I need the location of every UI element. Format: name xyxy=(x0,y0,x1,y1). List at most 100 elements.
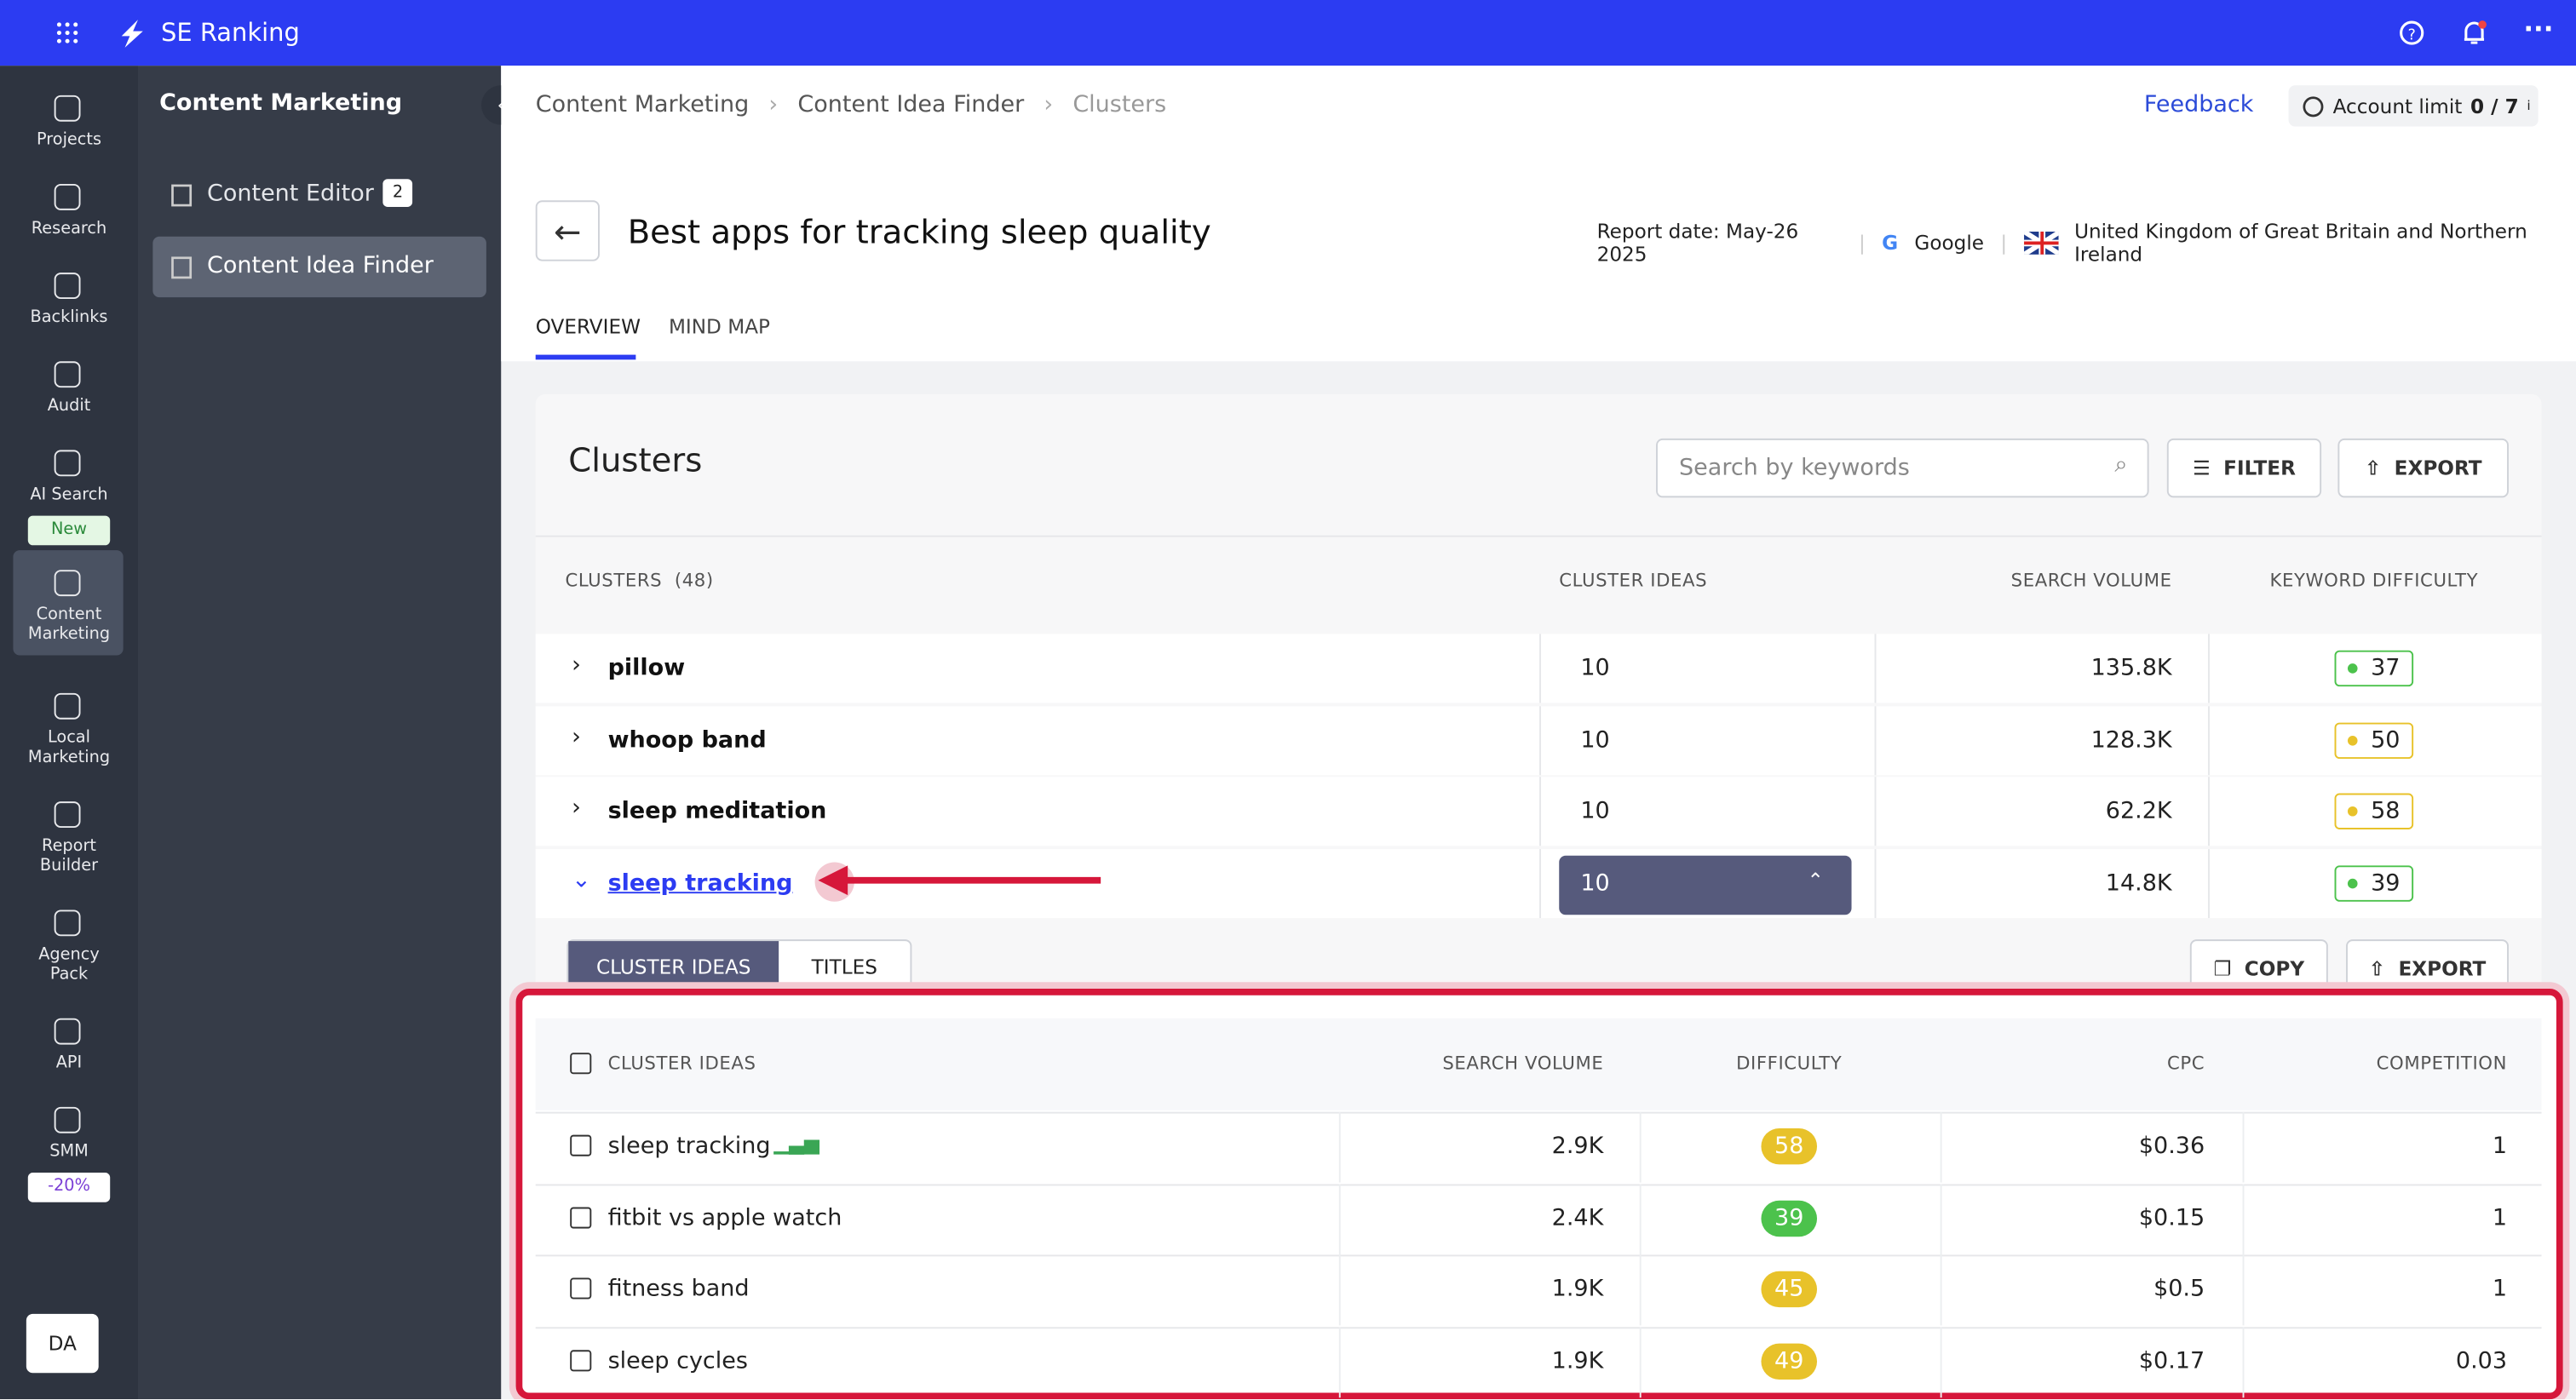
cluster-name[interactable]: pillow xyxy=(607,655,686,682)
bell-icon[interactable] xyxy=(2459,18,2489,48)
nav-label[interactable]: Audit xyxy=(47,397,91,416)
checkbox[interactable] xyxy=(570,1349,592,1371)
divider xyxy=(1940,1326,1942,1397)
ideas-tabs: CLUSTER IDEAS TITLES xyxy=(566,939,912,995)
divider xyxy=(2208,848,2210,918)
export-button[interactable]: ⇧ EXPORT xyxy=(2346,939,2509,999)
feedback-link[interactable]: Feedback xyxy=(2143,92,2254,118)
report-date: Report date: May-26 2025 xyxy=(1596,220,1799,267)
nav-icon[interactable] xyxy=(54,95,81,122)
export-label: EXPORT xyxy=(2398,957,2487,981)
gauge-icon xyxy=(2303,95,2324,117)
nav-label[interactable]: Content Marketing xyxy=(27,605,111,645)
expand-icon[interactable]: › xyxy=(572,795,581,822)
col-header[interactable]: SEARCH VOLUME xyxy=(1442,1053,1604,1075)
search-volume: 2.4K xyxy=(1551,1204,1604,1231)
sub-nav: Content Marketing Content Editor 2 Conte… xyxy=(138,66,502,1400)
nav-icon[interactable] xyxy=(54,1106,81,1133)
expand-icon[interactable]: › xyxy=(572,651,581,679)
nav-label[interactable]: Local Marketing xyxy=(27,729,111,767)
nav-label[interactable]: Research xyxy=(31,220,107,238)
nav-badge: New xyxy=(27,515,111,546)
crumb[interactable]: Content Marketing xyxy=(535,92,750,118)
nav-label[interactable]: Report Builder xyxy=(39,837,99,875)
checkbox[interactable] xyxy=(570,1206,592,1228)
tab[interactable]: CLUSTER IDEAS xyxy=(568,941,779,994)
nav-label[interactable]: AI Search xyxy=(30,485,108,505)
keyword-difficulty: 37 xyxy=(2334,650,2414,687)
crumb[interactable]: Content Idea Finder xyxy=(797,92,1025,118)
nav-label[interactable]: API xyxy=(55,1054,83,1073)
col-header: KEYWORD DIFFICULTY xyxy=(2269,570,2479,592)
divider xyxy=(1940,1111,1942,1183)
export-label: EXPORT xyxy=(2394,456,2482,480)
nav-label[interactable]: Projects xyxy=(36,131,102,150)
competition: 0.03 xyxy=(2455,1347,2508,1374)
nav-icon[interactable] xyxy=(54,692,81,720)
account-limit[interactable]: Account limit 0 / 7 i xyxy=(2288,85,2539,127)
clusters-header xyxy=(535,535,2542,631)
nav-icon[interactable] xyxy=(54,1018,81,1045)
search-input[interactable]: Search by keywords ⌕ xyxy=(1656,438,2149,498)
nav-label[interactable]: Agency Pack xyxy=(38,945,100,984)
tab[interactable]: TITLES xyxy=(811,955,877,979)
more-icon[interactable]: ··· xyxy=(2523,13,2554,45)
checkbox[interactable] xyxy=(570,1277,592,1300)
kd-value: 39 xyxy=(2371,869,2401,897)
nav-icon[interactable] xyxy=(54,801,81,829)
tab[interactable]: MIND MAP xyxy=(668,315,771,339)
top-bar: SE Ranking ? ··· xyxy=(0,0,2576,66)
divider xyxy=(2242,1111,2245,1183)
divider xyxy=(1539,777,1542,846)
expand-icon[interactable]: › xyxy=(572,723,581,750)
google-icon: G xyxy=(1882,231,1899,255)
apps-icon[interactable] xyxy=(56,21,79,44)
nav-badge: 2 xyxy=(382,179,413,208)
divider xyxy=(2242,1254,2245,1326)
filter-button[interactable]: ☰ FILTER xyxy=(2166,438,2322,498)
nav-icon[interactable] xyxy=(54,570,81,597)
search-volume: 128.3K xyxy=(2090,726,2172,754)
cluster-name[interactable]: sleep meditation xyxy=(607,798,827,825)
cluster-name[interactable]: whoop band xyxy=(607,726,767,754)
nav-icon[interactable] xyxy=(54,909,81,937)
divider xyxy=(1639,1254,1642,1326)
checkbox[interactable] xyxy=(570,1134,592,1156)
finder-icon xyxy=(171,256,193,279)
nav-icon[interactable] xyxy=(54,361,81,388)
nav-label[interactable]: SMM xyxy=(49,1143,89,1162)
divider xyxy=(1338,1111,1341,1183)
tab[interactable]: OVERVIEW xyxy=(535,315,641,339)
annotation-arrow xyxy=(814,862,1101,902)
nav-icon[interactable] xyxy=(54,450,81,477)
cpc: $0.5 xyxy=(2153,1276,2205,1303)
dropdown[interactable] xyxy=(1559,855,1852,915)
country: United Kingdom of Great Britain and Nort… xyxy=(2074,220,2527,267)
divider xyxy=(2208,705,2210,775)
col-header[interactable]: SEARCH VOLUME xyxy=(2010,570,2172,592)
nav-item[interactable]: Content Idea Finder xyxy=(207,253,434,279)
copy-button[interactable]: ❐ COPY xyxy=(2189,939,2328,999)
divider xyxy=(1874,634,1877,703)
separator: › xyxy=(768,92,779,118)
checkbox[interactable] xyxy=(570,1053,592,1075)
cluster-ideas: 10 xyxy=(1580,726,1610,754)
avatar[interactable]: DA xyxy=(26,1313,99,1374)
row xyxy=(535,634,2542,703)
nav-label[interactable]: Backlinks xyxy=(30,308,108,327)
subnav-title: Content Marketing xyxy=(159,90,403,117)
expand-icon[interactable]: ⌄ xyxy=(572,866,591,893)
difficulty: 39 xyxy=(1761,1200,1818,1236)
help-icon[interactable]: ? xyxy=(2399,20,2425,46)
nav-item[interactable]: Content Editor xyxy=(207,181,374,208)
nav-icon[interactable] xyxy=(54,273,81,300)
row xyxy=(535,777,2542,846)
cluster-name[interactable]: sleep tracking xyxy=(607,869,793,897)
export-button[interactable]: ⇧ EXPORT xyxy=(2337,438,2509,498)
brand: SE Ranking xyxy=(161,18,300,48)
back-button[interactable]: ← xyxy=(535,200,600,261)
nav-icon[interactable] xyxy=(54,184,81,210)
limit-value: 0 / 7 xyxy=(2470,94,2519,118)
difficulty: 58 xyxy=(1761,1127,1818,1165)
